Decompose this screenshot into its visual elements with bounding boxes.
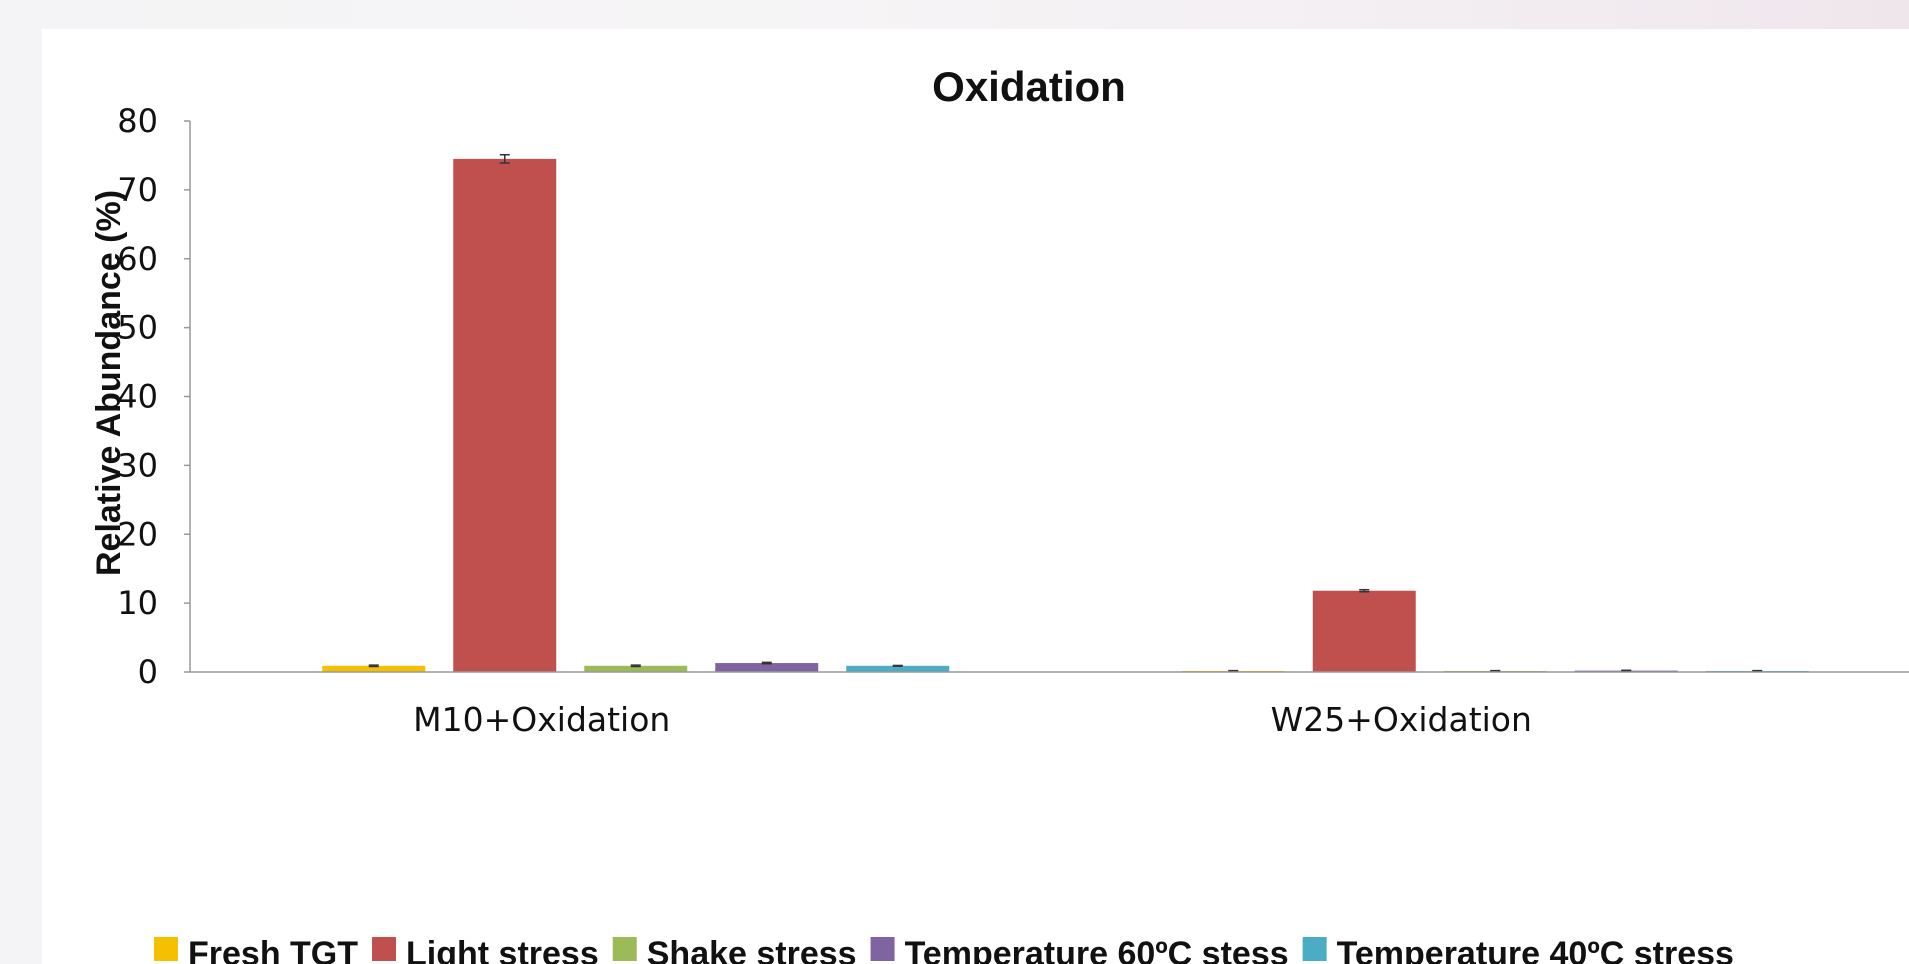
error-bar bbox=[761, 661, 772, 665]
error-bar bbox=[1490, 669, 1501, 673]
y-tick-label: 30 bbox=[117, 446, 158, 484]
error-bar bbox=[1228, 669, 1239, 673]
error-bar bbox=[499, 153, 510, 164]
legend-swatch bbox=[870, 937, 895, 961]
category-labels: M10+Oxidation W25+Oxidation bbox=[413, 700, 1532, 739]
error-bar bbox=[368, 664, 379, 668]
y-axis-label: Relative Abundance (%) bbox=[90, 190, 128, 576]
legend-label: Light stress bbox=[406, 935, 599, 964]
bars-group bbox=[322, 153, 1809, 673]
bar-temperature-60-c-stess-1 bbox=[715, 663, 819, 672]
y-tick-label: 80 bbox=[117, 102, 158, 140]
error-bar bbox=[1752, 669, 1763, 673]
error-bar bbox=[630, 664, 641, 668]
y-tick-label: 50 bbox=[117, 309, 158, 347]
legend-item-temperature-60-c-stess: Temperature 60ºC stess bbox=[870, 935, 1289, 964]
y-tick-label: 0 bbox=[138, 653, 158, 691]
legend: Fresh TGT Light stress Shake stress Tempera… bbox=[154, 935, 1734, 964]
legend-item-temperature-40-c-stress: Temperature 40ºC stress bbox=[1302, 935, 1734, 964]
legend-item-light-stress: Light stress bbox=[372, 935, 599, 964]
legend-swatch bbox=[372, 937, 397, 961]
legend-swatch bbox=[154, 937, 178, 961]
legend-label: Temperature 40ºC stress bbox=[1337, 935, 1734, 964]
y-tick-label: 40 bbox=[117, 378, 158, 416]
bar-fresh-tgt-1 bbox=[322, 665, 426, 672]
error-bar bbox=[892, 664, 903, 667]
error-bar bbox=[1621, 669, 1632, 672]
bar-temperature-40-c-stress-1 bbox=[846, 665, 950, 672]
bar-chart: Oxidation Relative Abundance (%) 0 10 20 30… bbox=[90, 63, 1909, 964]
legend-label: Fresh TGT bbox=[188, 935, 358, 964]
legend-label: Shake stress bbox=[647, 935, 857, 964]
error-bar bbox=[1359, 588, 1370, 593]
y-axis-ticks: 0 10 20 30 40 50 60 70 80 bbox=[117, 102, 190, 691]
legend-item-fresh-tgt: Fresh TGT bbox=[154, 935, 358, 964]
y-tick-label: 20 bbox=[117, 515, 158, 553]
axes bbox=[189, 121, 1909, 673]
legend-swatch bbox=[1302, 937, 1327, 961]
bar-light-stress-2 bbox=[1312, 590, 1416, 672]
chart-title: Oxidation bbox=[932, 63, 1126, 110]
bar-shake-stress-1 bbox=[584, 665, 688, 672]
legend-swatch bbox=[612, 937, 637, 961]
y-tick-label: 70 bbox=[117, 171, 158, 209]
y-tick-label: 10 bbox=[117, 584, 158, 622]
category-label: W25+Oxidation bbox=[1271, 700, 1532, 739]
bar-light-stress-1 bbox=[453, 158, 557, 673]
y-tick-label: 60 bbox=[117, 240, 158, 278]
legend-label: Temperature 60ºC stess bbox=[905, 935, 1289, 964]
legend-item-shake-stress: Shake stress bbox=[612, 935, 857, 964]
category-label: M10+Oxidation bbox=[413, 700, 670, 739]
chart-card: Oxidation Relative Abundance (%) 0 10 20 30… bbox=[42, 29, 1909, 964]
